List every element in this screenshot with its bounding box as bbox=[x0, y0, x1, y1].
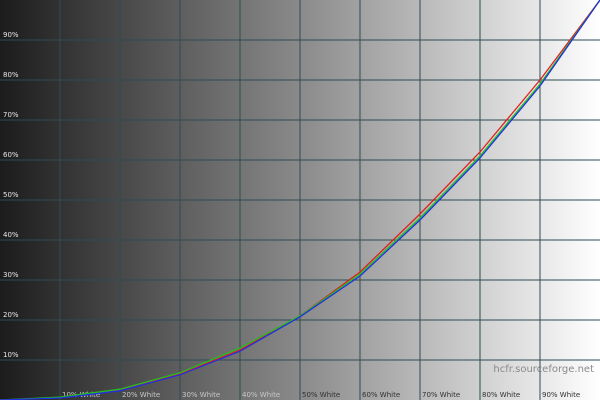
y-tick-label: 90% bbox=[3, 31, 19, 39]
y-tick-label: 40% bbox=[3, 231, 19, 239]
y-tick-label: 80% bbox=[3, 71, 19, 79]
y-tick-label: 60% bbox=[3, 151, 19, 159]
x-tick-label: 90% White bbox=[542, 391, 580, 399]
x-tick-label: 30% White bbox=[182, 391, 220, 399]
x-tick-label: 60% White bbox=[362, 391, 400, 399]
watermark: hcfr.sourceforge.net bbox=[493, 364, 594, 375]
y-tick-label: 70% bbox=[3, 111, 19, 119]
x-tick-label: 40% White bbox=[242, 391, 280, 399]
x-tick-label: 50% White bbox=[302, 391, 340, 399]
x-tick-label: 80% White bbox=[482, 391, 520, 399]
y-tick-label: 50% bbox=[3, 191, 19, 199]
y-tick-label: 20% bbox=[3, 311, 19, 319]
y-tick-label: 30% bbox=[3, 271, 19, 279]
x-tick-label: 70% White bbox=[422, 391, 460, 399]
y-tick-label: 10% bbox=[3, 351, 19, 359]
x-tick-label: 20% White bbox=[122, 391, 160, 399]
